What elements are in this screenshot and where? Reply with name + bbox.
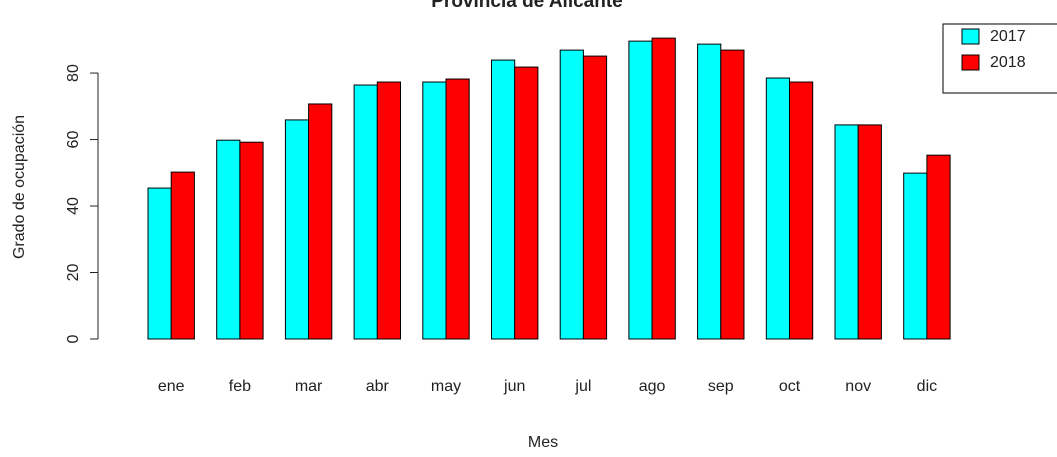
bar	[834, 124, 859, 340]
y-tick-label: 0	[65, 334, 82, 343]
bar	[284, 119, 310, 340]
x-tick-label: jun	[503, 378, 525, 395]
x-tick-label: may	[431, 378, 461, 395]
bar	[789, 81, 814, 340]
x-tick-label: nov	[845, 378, 871, 395]
bar	[926, 154, 951, 340]
bar	[559, 49, 584, 340]
bar	[697, 43, 722, 340]
bar	[514, 66, 539, 340]
bar	[903, 172, 928, 340]
legend-label: 2017	[990, 28, 1026, 45]
x-tick-label: oct	[779, 378, 801, 395]
x-tick-label: ene	[158, 378, 185, 395]
legend-swatch	[961, 54, 980, 71]
x-tick-label: ago	[639, 378, 666, 395]
bar	[628, 40, 653, 340]
y-tick-label: 20	[65, 264, 82, 282]
bar	[308, 103, 333, 340]
x-tick-label: mar	[295, 378, 323, 395]
x-tick-label: sep	[708, 378, 734, 395]
y-tick-label: 80	[65, 64, 82, 82]
y-tick-label: 60	[65, 131, 82, 149]
x-axis-label: Mes	[528, 434, 558, 451]
legend-label: 2018	[990, 54, 1026, 71]
y-tick-label: 40	[65, 197, 82, 215]
bar	[651, 37, 676, 340]
bar	[216, 139, 241, 340]
y-axis-label: Grado de ocupación	[11, 115, 28, 259]
bar	[445, 78, 470, 340]
bar	[720, 49, 745, 340]
bar	[582, 55, 608, 340]
x-tick-label: dic	[917, 378, 937, 395]
bar	[765, 77, 790, 340]
x-tick-label: jul	[574, 378, 591, 395]
bar	[170, 171, 195, 340]
bar	[376, 81, 401, 340]
x-tick-label: abr	[366, 378, 390, 395]
bar	[857, 124, 882, 340]
x-tick-label: feb	[229, 378, 251, 395]
bar	[147, 187, 172, 340]
bar	[353, 84, 378, 340]
bar	[239, 141, 264, 340]
bar	[422, 81, 447, 340]
bar	[491, 59, 516, 340]
legend-swatch	[961, 28, 980, 45]
chart-title: Provincia de Alicante	[431, 0, 622, 12]
